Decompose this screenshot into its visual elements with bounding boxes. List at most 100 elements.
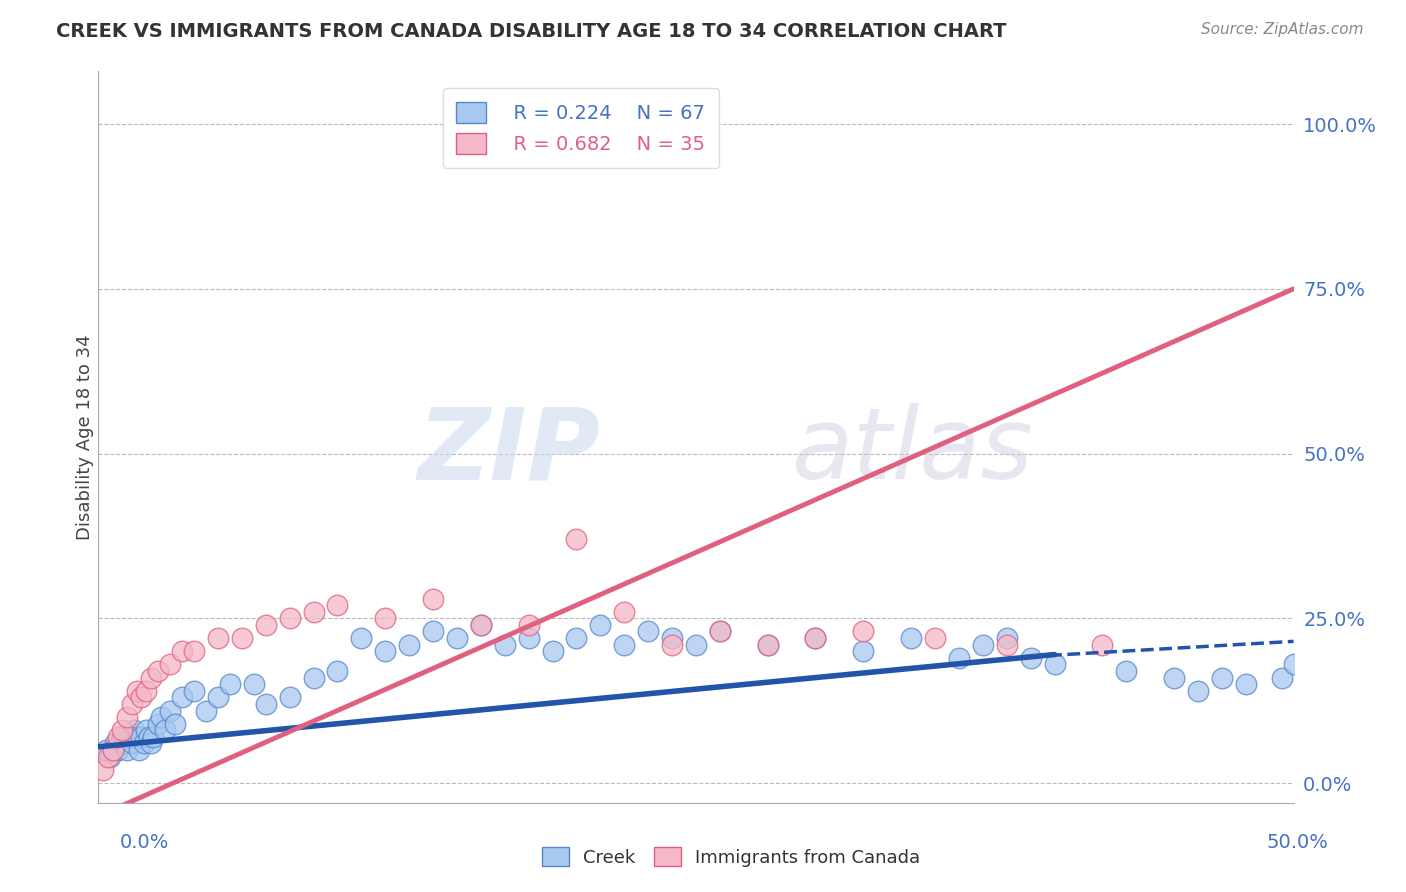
- Point: [661, 631, 683, 645]
- Point: [118, 730, 141, 744]
- Point: [1187, 683, 1209, 698]
- Point: [446, 631, 468, 645]
- Point: [111, 723, 134, 738]
- Point: [1115, 664, 1137, 678]
- Point: [101, 743, 124, 757]
- Point: [97, 749, 120, 764]
- Point: [107, 730, 129, 744]
- Point: [326, 664, 349, 678]
- Point: [121, 697, 143, 711]
- Point: [135, 683, 157, 698]
- Point: [115, 710, 138, 724]
- Point: [302, 671, 325, 685]
- Point: [350, 631, 373, 645]
- Point: [565, 631, 588, 645]
- Point: [104, 737, 127, 751]
- Point: [756, 638, 779, 652]
- Point: [195, 704, 218, 718]
- Point: [94, 743, 117, 757]
- Point: [138, 730, 160, 744]
- Point: [183, 644, 205, 658]
- Point: [254, 618, 277, 632]
- Text: CREEK VS IMMIGRANTS FROM CANADA DISABILITY AGE 18 TO 34 CORRELATION CHART: CREEK VS IMMIGRANTS FROM CANADA DISABILI…: [56, 22, 1007, 41]
- Point: [589, 618, 612, 632]
- Point: [422, 591, 444, 606]
- Point: [948, 650, 970, 665]
- Point: [470, 618, 492, 632]
- Point: [207, 690, 229, 705]
- Point: [115, 743, 138, 757]
- Y-axis label: Disability Age 18 to 34: Disability Age 18 to 34: [76, 334, 94, 540]
- Point: [128, 743, 150, 757]
- Point: [1234, 677, 1257, 691]
- Point: [139, 671, 162, 685]
- Point: [111, 730, 134, 744]
- Point: [108, 737, 131, 751]
- Point: [159, 704, 181, 718]
- Point: [1211, 671, 1233, 685]
- Point: [374, 644, 396, 658]
- Point: [163, 716, 186, 731]
- Point: [121, 737, 143, 751]
- Point: [661, 638, 683, 652]
- Text: atlas: atlas: [792, 403, 1033, 500]
- Point: [114, 737, 136, 751]
- Point: [470, 618, 492, 632]
- Point: [709, 624, 731, 639]
- Point: [124, 723, 146, 738]
- Point: [207, 631, 229, 645]
- Point: [422, 624, 444, 639]
- Point: [159, 657, 181, 672]
- Legend: Creek, Immigrants from Canada: Creek, Immigrants from Canada: [534, 840, 928, 874]
- Point: [183, 683, 205, 698]
- Point: [142, 730, 165, 744]
- Point: [131, 730, 153, 744]
- Point: [148, 664, 170, 678]
- Point: [852, 624, 875, 639]
- Point: [1043, 657, 1066, 672]
- Point: [972, 638, 994, 652]
- Point: [219, 677, 242, 691]
- Point: [254, 697, 277, 711]
- Point: [1091, 638, 1114, 652]
- Point: [155, 723, 177, 738]
- Point: [637, 624, 659, 639]
- Point: [302, 605, 325, 619]
- Point: [804, 631, 827, 645]
- Text: 0.0%: 0.0%: [120, 833, 169, 853]
- Point: [139, 737, 162, 751]
- Text: Source: ZipAtlas.com: Source: ZipAtlas.com: [1201, 22, 1364, 37]
- Point: [613, 638, 636, 652]
- Point: [900, 631, 922, 645]
- Point: [172, 690, 194, 705]
- Point: [924, 631, 946, 645]
- Point: [1271, 671, 1294, 685]
- Legend:   R = 0.224    N = 67,   R = 0.682    N = 35: R = 0.224 N = 67, R = 0.682 N = 35: [443, 88, 718, 168]
- Point: [374, 611, 396, 625]
- Point: [995, 631, 1018, 645]
- Point: [756, 638, 779, 652]
- Point: [541, 644, 564, 658]
- Point: [91, 763, 114, 777]
- Text: 50.0%: 50.0%: [1267, 833, 1329, 853]
- Point: [278, 611, 301, 625]
- Point: [804, 631, 827, 645]
- Point: [131, 690, 153, 705]
- Point: [995, 638, 1018, 652]
- Text: ZIP: ZIP: [418, 403, 600, 500]
- Point: [278, 690, 301, 705]
- Point: [709, 624, 731, 639]
- Point: [231, 631, 253, 645]
- Point: [1163, 671, 1185, 685]
- Point: [98, 749, 122, 764]
- Point: [1282, 657, 1305, 672]
- Point: [101, 743, 124, 757]
- Point: [132, 737, 155, 751]
- Point: [125, 683, 148, 698]
- Point: [565, 533, 588, 547]
- Point: [125, 730, 148, 744]
- Point: [1019, 650, 1042, 665]
- Point: [326, 598, 349, 612]
- Point: [685, 638, 707, 652]
- Point: [149, 710, 172, 724]
